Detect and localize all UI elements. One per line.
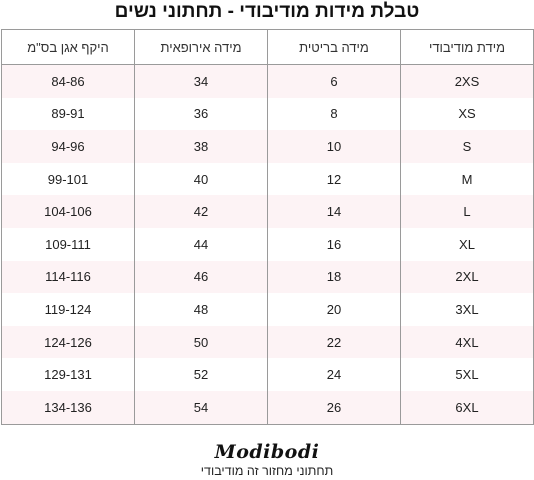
table-row: S 10 38 94-96 — [1, 130, 534, 163]
cell-eu-size: 40 — [134, 162, 268, 196]
cell-eu-size: 44 — [134, 227, 268, 261]
cell-eu-size: 50 — [134, 325, 268, 359]
cell-modibodi-size: S — [400, 130, 534, 163]
cell-hip-circumference: 89-91 — [1, 97, 135, 131]
cell-modibodi-size: XS — [400, 97, 534, 131]
table-header-row: מידת מודיבודי מידה בריטית מידה אירופאית … — [1, 29, 534, 65]
cell-hip-circumference: 134-136 — [1, 390, 135, 425]
table-row: 3XL 20 48 119-124 — [1, 293, 534, 326]
cell-modibodi-size: 6XL — [400, 390, 534, 425]
cell-modibodi-size: 2XS — [400, 64, 534, 98]
cell-uk-size: 16 — [267, 227, 401, 261]
table-row: XL 16 44 109-111 — [1, 227, 534, 261]
cell-hip-circumference: 99-101 — [1, 162, 135, 196]
cell-uk-size: 12 — [267, 162, 401, 196]
cell-modibodi-size: 2XL — [400, 260, 534, 294]
cell-eu-size: 48 — [134, 293, 268, 326]
header-hip-circumference: היקף אגן בס"מ — [1, 29, 135, 65]
header-uk-size: מידה בריטית — [267, 29, 401, 65]
cell-hip-circumference: 114-116 — [1, 260, 135, 294]
cell-eu-size: 42 — [134, 195, 268, 228]
cell-hip-circumference: 94-96 — [1, 130, 135, 163]
cell-eu-size: 54 — [134, 390, 268, 425]
cell-hip-circumference: 109-111 — [1, 227, 135, 261]
cell-uk-size: 24 — [267, 358, 401, 391]
table-body: 2XS 6 34 84-86 XS 8 36 89-91 S 10 38 94-96 M 12 40 99-1… — [1, 64, 534, 425]
table-row: 2XL 18 46 114-116 — [1, 260, 534, 294]
table-row: 5XL 24 52 129-131 — [1, 358, 534, 391]
cell-uk-size: 8 — [267, 97, 401, 131]
cell-modibodi-size: 5XL — [400, 358, 534, 391]
cell-modibodi-size: 3XL — [400, 293, 534, 326]
cell-hip-circumference: 124-126 — [1, 325, 135, 359]
cell-uk-size: 26 — [267, 390, 401, 425]
cell-hip-circumference: 104-106 — [1, 195, 135, 228]
page-title: טבלת מידות מודיבודי - תחתוני נשים — [114, 1, 420, 22]
brand-tagline: תחתוני מחזור זה מודיבודי — [200, 464, 334, 478]
cell-uk-size: 18 — [267, 260, 401, 294]
cell-uk-size: 20 — [267, 293, 401, 326]
table-row: 2XS 6 34 84-86 — [1, 64, 534, 98]
header-eu-size: מידה אירופאית — [134, 29, 268, 65]
cell-eu-size: 34 — [134, 64, 268, 98]
cell-modibodi-size: M — [400, 162, 534, 196]
cell-modibodi-size: XL — [400, 227, 534, 261]
cell-hip-circumference: 119-124 — [1, 293, 135, 326]
cell-hip-circumference: 129-131 — [1, 358, 135, 391]
table-row: M 12 40 99-101 — [1, 162, 534, 196]
cell-uk-size: 22 — [267, 325, 401, 359]
cell-uk-size: 10 — [267, 130, 401, 163]
header-modibodi-size: מידת מודיבודי — [400, 29, 534, 65]
cell-modibodi-size: 4XL — [400, 325, 534, 359]
table-row: XS 8 36 89-91 — [1, 97, 534, 131]
cell-uk-size: 6 — [267, 64, 401, 98]
cell-eu-size: 38 — [134, 130, 268, 163]
cell-eu-size: 36 — [134, 97, 268, 131]
table-row: L 14 42 104-106 — [1, 195, 534, 228]
table-row: 4XL 22 50 124-126 — [1, 325, 534, 359]
cell-uk-size: 14 — [267, 195, 401, 228]
cell-eu-size: 46 — [134, 260, 268, 294]
cell-eu-size: 52 — [134, 358, 268, 391]
table-row: 6XL 26 54 134-136 — [1, 390, 534, 425]
cell-hip-circumference: 84-86 — [1, 64, 135, 98]
cell-modibodi-size: L — [400, 195, 534, 228]
modibodi-logo: Modibodi — [214, 441, 320, 463]
size-chart-table: מידת מודיבודי מידה בריטית מידה אירופאית … — [1, 29, 534, 425]
